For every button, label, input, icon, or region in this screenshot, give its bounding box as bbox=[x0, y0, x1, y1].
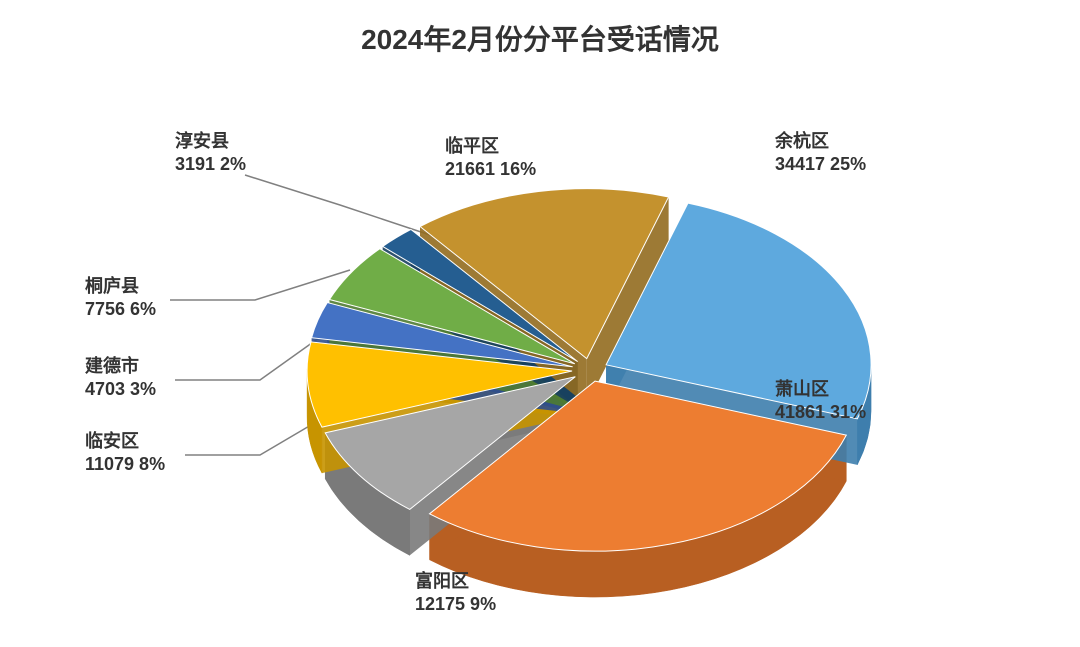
label-name-chunan: 淳安县 bbox=[175, 130, 246, 153]
label-linan: 临安区11079 8% bbox=[85, 430, 165, 475]
label-tonglu: 桐庐县7756 6% bbox=[85, 275, 156, 320]
chart-title: 2024年2月份分平台受话情况 bbox=[0, 18, 1080, 58]
label-name-xiaoshan: 萧山区 bbox=[775, 378, 866, 401]
label-name-fuyang: 富阳区 bbox=[415, 570, 496, 593]
label-name-yuhang: 余杭区 bbox=[775, 130, 866, 153]
label-name-jiande: 建德市 bbox=[85, 355, 156, 378]
label-fuyang: 富阳区12175 9% bbox=[415, 570, 496, 615]
label-chunan: 淳安县3191 2% bbox=[175, 130, 246, 175]
label-value-linan: 11079 8% bbox=[85, 453, 165, 476]
label-name-tonglu: 桐庐县 bbox=[85, 275, 156, 298]
label-value-yuhang: 34417 25% bbox=[775, 153, 866, 176]
label-value-fuyang: 12175 9% bbox=[415, 593, 496, 616]
label-value-jiande: 4703 3% bbox=[85, 378, 156, 401]
label-value-chunan: 3191 2% bbox=[175, 153, 246, 176]
label-value-xiaoshan: 41861 31% bbox=[775, 401, 866, 424]
label-name-linping: 临平区 bbox=[445, 135, 536, 158]
label-name-linan: 临安区 bbox=[85, 430, 165, 453]
pie-chart-3d: 2024年2月份分平台受话情况 余杭区34417 25% 萧山区41861 31%… bbox=[0, 0, 1080, 647]
label-yuhang: 余杭区34417 25% bbox=[775, 130, 866, 175]
label-jiande: 建德市4703 3% bbox=[85, 355, 156, 400]
label-linping: 临平区21661 16% bbox=[445, 135, 536, 180]
label-xiaoshan: 萧山区41861 31% bbox=[775, 378, 866, 423]
label-value-tonglu: 7756 6% bbox=[85, 298, 156, 321]
label-value-linping: 21661 16% bbox=[445, 158, 536, 181]
